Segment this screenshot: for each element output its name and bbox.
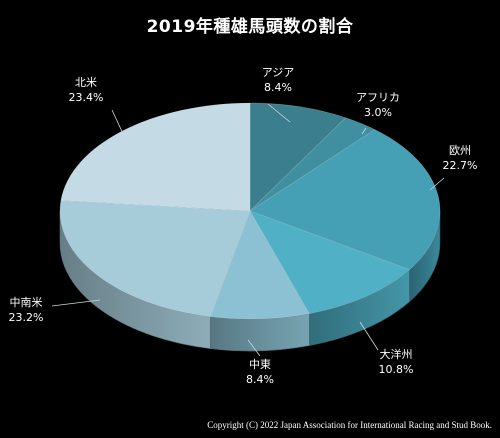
leader-line-7 bbox=[111, 109, 126, 139]
slice-percent: 22.7% bbox=[442, 159, 478, 172]
pie-slice-3 bbox=[249, 129, 441, 270]
leader-line-3 bbox=[429, 177, 445, 191]
leader-line-1 bbox=[267, 103, 291, 123]
slice-percent: 8.4% bbox=[246, 373, 274, 386]
slice-percent: 8.4% bbox=[264, 81, 292, 94]
slice-name: アフリカ bbox=[356, 91, 400, 104]
slice-name: 欧州 bbox=[449, 144, 471, 157]
slice-label-3: 欧州 22.7% bbox=[430, 143, 490, 173]
slice-name: アジア bbox=[261, 66, 295, 79]
pie-slice-2 bbox=[249, 117, 376, 212]
leader-line-2 bbox=[361, 127, 367, 135]
slice-label-2: アフリカ 3.0% bbox=[348, 90, 408, 120]
pie-slice-1 bbox=[249, 102, 347, 212]
pie-slice-7 bbox=[60, 102, 251, 212]
slice-label-5: 中東 8.4% bbox=[230, 357, 290, 387]
slice-name: 中東 bbox=[249, 358, 271, 371]
leader-line-5 bbox=[247, 339, 261, 357]
slice-percent: 3.0% bbox=[364, 106, 392, 119]
slice-label-7: 北米 23.4% bbox=[56, 75, 116, 105]
pie-slice-6 bbox=[59, 200, 251, 317]
chart-title: 2019年種雄馬頭数の割合 bbox=[146, 17, 354, 37]
slice-name: 大洋州 bbox=[379, 348, 413, 361]
pie-slice-4 bbox=[249, 210, 411, 314]
slice-label-1: アジア 8.4% bbox=[248, 65, 308, 95]
slice-percent: 10.8% bbox=[378, 363, 414, 376]
leader-line-4 bbox=[359, 321, 379, 351]
slice-label-6: 中南米 23.2% bbox=[0, 295, 56, 325]
slice-name: 北米 bbox=[75, 76, 97, 89]
pie-slice-5 bbox=[209, 210, 310, 320]
slice-percent: 23.2% bbox=[8, 311, 44, 324]
copyright-notice: Copyright (C) 2022 Japan Association for… bbox=[207, 420, 492, 430]
slice-percent: 23.4% bbox=[68, 91, 104, 104]
slice-name: 中南米 bbox=[9, 296, 43, 309]
slice-label-4: 大洋州 10.8% bbox=[366, 347, 426, 377]
leader-line-6 bbox=[51, 299, 101, 307]
